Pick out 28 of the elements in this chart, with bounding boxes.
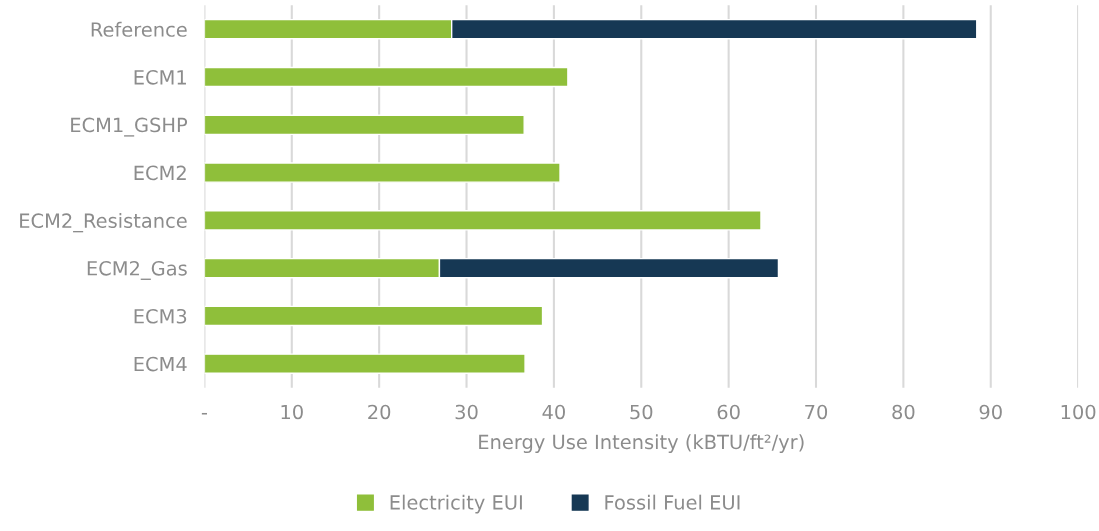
x-tick-label: -: [201, 412, 207, 415]
y-tick-label: ECM3: [134, 308, 187, 324]
bar: [204, 66, 569, 88]
y-tick-label: ECM2: [134, 165, 186, 181]
x-axis-title: Energy Use Intensity (kBTU/ft²/yr): [479, 434, 804, 454]
x-tick-label: 90: [979, 404, 1002, 420]
x-tick-label: 50: [630, 404, 653, 420]
x-tick-label: 60: [717, 404, 740, 420]
y-tick-label: ECM2_Resistance: [20, 212, 187, 233]
bar: [204, 353, 526, 374]
legend-label: Electricity EUI: [390, 494, 522, 514]
x-tick-label: 30: [455, 404, 478, 420]
x-tick-label: 20: [368, 404, 391, 420]
y-tick-label: ECM1: [134, 69, 186, 85]
bar: [204, 210, 762, 231]
y-tick-label: ECM4: [134, 356, 187, 372]
x-tick-label: 70: [805, 404, 828, 420]
y-tick-label: ECM2_Gas: [87, 260, 187, 280]
x-tick-label: 100: [1061, 404, 1096, 420]
bar: [204, 162, 561, 183]
legend-label: Fossil Fuel EUI: [605, 494, 740, 510]
bar: [204, 114, 525, 136]
x-tick-label: 80: [892, 404, 915, 420]
bar: [204, 305, 544, 327]
y-tick-label: Reference: [91, 21, 187, 37]
x-tick-label: 40: [542, 404, 565, 420]
x-tick-label: 10: [281, 404, 303, 420]
y-tick-label: ECM1_GSHP: [71, 117, 188, 137]
